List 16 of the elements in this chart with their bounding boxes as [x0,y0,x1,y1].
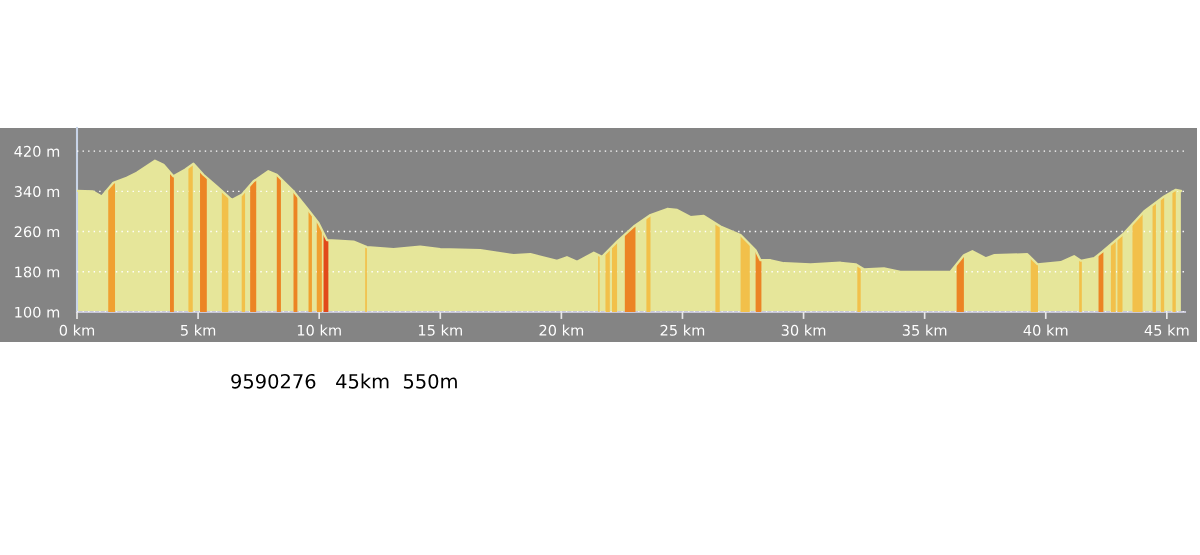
x-tick-label: 25 km [660,324,705,336]
x-tick-label: 20 km [539,324,584,336]
text: 9590276 45km 550m [231,373,457,389]
x-tick-label: 10 km [297,324,341,336]
x-tick-label: 5 km [180,324,216,336]
x-tick-label: 30 km [781,324,826,336]
y-tick-label: 100 m [15,306,60,318]
x-tick-label: 45 km [1144,324,1189,336]
x-tick-label: 15 km [418,324,462,336]
y-tick-label: 180 m [15,266,60,278]
x-tick-label: 35 km [902,324,947,336]
y-tick-label: 420 m [14,145,60,157]
y-tick-label: 260 m [14,226,60,238]
x-tick-label: 40 km [1023,324,1068,336]
y-tick-label: 340 m [14,186,60,198]
x-tick-label: 0 km [59,324,95,336]
